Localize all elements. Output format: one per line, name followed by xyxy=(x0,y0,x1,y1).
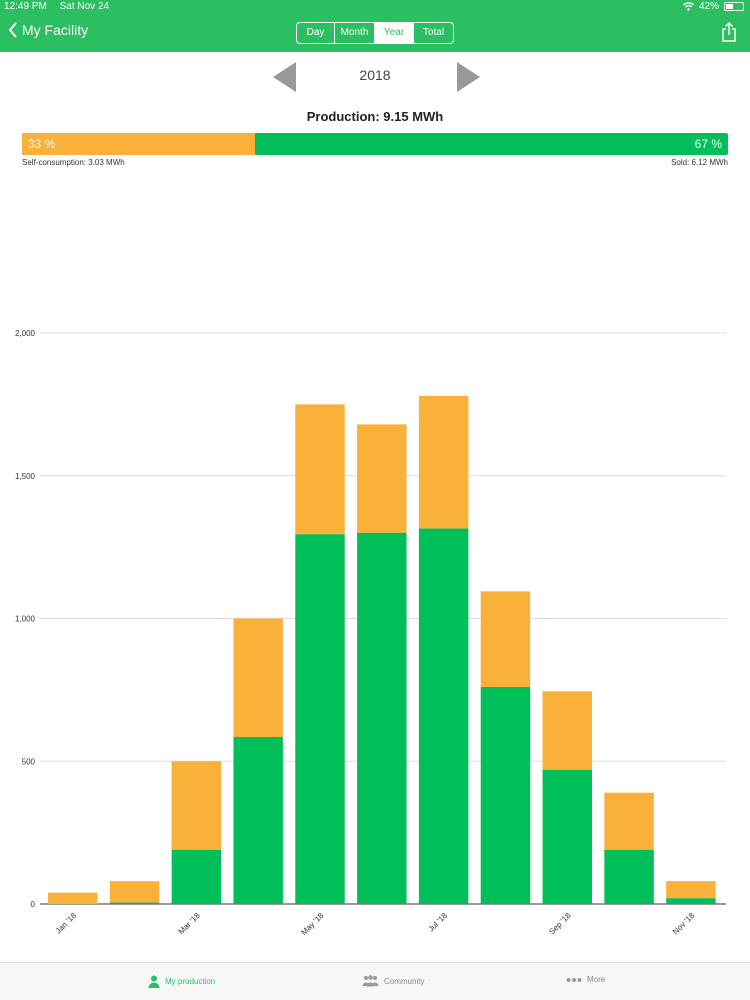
bar-sold xyxy=(171,849,222,904)
sold-label: Sold: 6.12 MWh xyxy=(671,158,728,167)
x-tick-label: Jul '18 xyxy=(427,911,450,934)
triangle-left-icon xyxy=(273,62,296,92)
x-tick-label: Sep '18 xyxy=(547,911,573,937)
tab-more[interactable]: More xyxy=(566,975,605,984)
more-icon xyxy=(566,977,582,982)
consumption-split-bar: 33 % 67 % xyxy=(22,133,728,155)
x-tick-label: May '18 xyxy=(299,911,325,937)
tab-community[interactable]: Community xyxy=(362,975,424,987)
y-tick-label: 500 xyxy=(22,757,36,766)
chevron-left-icon xyxy=(8,22,17,38)
status-time: 12:49 PM xyxy=(4,1,47,12)
back-label: My Facility xyxy=(22,22,89,38)
tab-label: Community xyxy=(384,976,425,986)
battery-percent: 42% xyxy=(698,1,719,12)
segment-day[interactable]: Day xyxy=(297,23,335,43)
wifi-icon xyxy=(682,2,694,11)
bar-self-consumption xyxy=(295,404,345,535)
bar-sold xyxy=(604,849,654,904)
y-tick-label: 1,000 xyxy=(15,615,36,624)
tab-label: More xyxy=(587,975,606,984)
year-label: 2018 xyxy=(359,67,391,83)
monthly-production-chart: 0 500 1,000 1,500 2,000 Jan '18 Mar '18 May '18… xyxy=(15,329,726,937)
bar-self-consumption xyxy=(357,424,407,533)
segment-total[interactable]: Total xyxy=(422,27,445,38)
production-total: Production: 9.15 MWh xyxy=(306,109,444,124)
y-tick-label: 0 xyxy=(31,900,36,909)
share-icon xyxy=(722,22,736,42)
share-button[interactable] xyxy=(722,22,736,47)
bar-self-consumption xyxy=(666,881,716,899)
battery-icon xyxy=(724,2,744,11)
x-tick-label: Nov '18 xyxy=(671,911,697,937)
x-tick-label: Mar '18 xyxy=(177,911,202,936)
period-segmented-control: Day Month Year Total xyxy=(296,22,454,44)
person-icon xyxy=(148,975,160,988)
bar-self-consumption xyxy=(480,591,531,688)
bar-self-consumption xyxy=(418,395,469,529)
self-consumption-label: Self-consumption: 3.03 MWh xyxy=(22,158,125,167)
bar-self-consumption xyxy=(48,892,98,904)
bar-sold xyxy=(233,736,283,904)
status-date: Sat Nov 24 xyxy=(59,1,110,12)
bar-self-consumption xyxy=(233,618,283,737)
bar-sold xyxy=(418,528,469,904)
y-tick-label: 1,500 xyxy=(15,472,36,481)
bar-self-consumption xyxy=(542,691,592,770)
segment-month[interactable]: Month xyxy=(335,23,375,43)
bar-sold xyxy=(109,902,160,904)
previous-year-button[interactable] xyxy=(273,62,297,97)
bar-sold xyxy=(357,532,407,904)
back-button[interactable]: My Facility xyxy=(8,22,88,38)
bar-self-consumption xyxy=(604,792,654,850)
y-tick-label: 2,000 xyxy=(15,329,36,338)
tab-label: My production xyxy=(165,977,216,986)
people-icon xyxy=(362,975,379,987)
tab-my-production[interactable]: My production xyxy=(148,975,215,988)
bar-sold xyxy=(295,534,345,904)
bar-sold xyxy=(666,898,716,904)
tab-bar: My production Community More xyxy=(0,962,750,1000)
triangle-right-icon xyxy=(457,62,480,92)
self-consumption-fill xyxy=(22,133,255,155)
bar-self-consumption xyxy=(171,761,222,850)
x-tick-label: Jan '18 xyxy=(54,911,79,936)
bar-sold xyxy=(542,769,592,904)
nav-bar: My Facility Day Month Year Total xyxy=(0,14,750,52)
status-bar: 12:49 PM Sat Nov 24 42% xyxy=(0,0,750,14)
bar-sold xyxy=(480,687,531,904)
next-year-button[interactable] xyxy=(456,62,480,97)
sold-percent: 67 % xyxy=(694,137,722,151)
year-selector: 2018 xyxy=(0,60,750,92)
bar-self-consumption xyxy=(109,881,160,903)
segment-year[interactable]: Year xyxy=(375,23,414,43)
self-consumption-percent: 33 % xyxy=(28,137,56,151)
